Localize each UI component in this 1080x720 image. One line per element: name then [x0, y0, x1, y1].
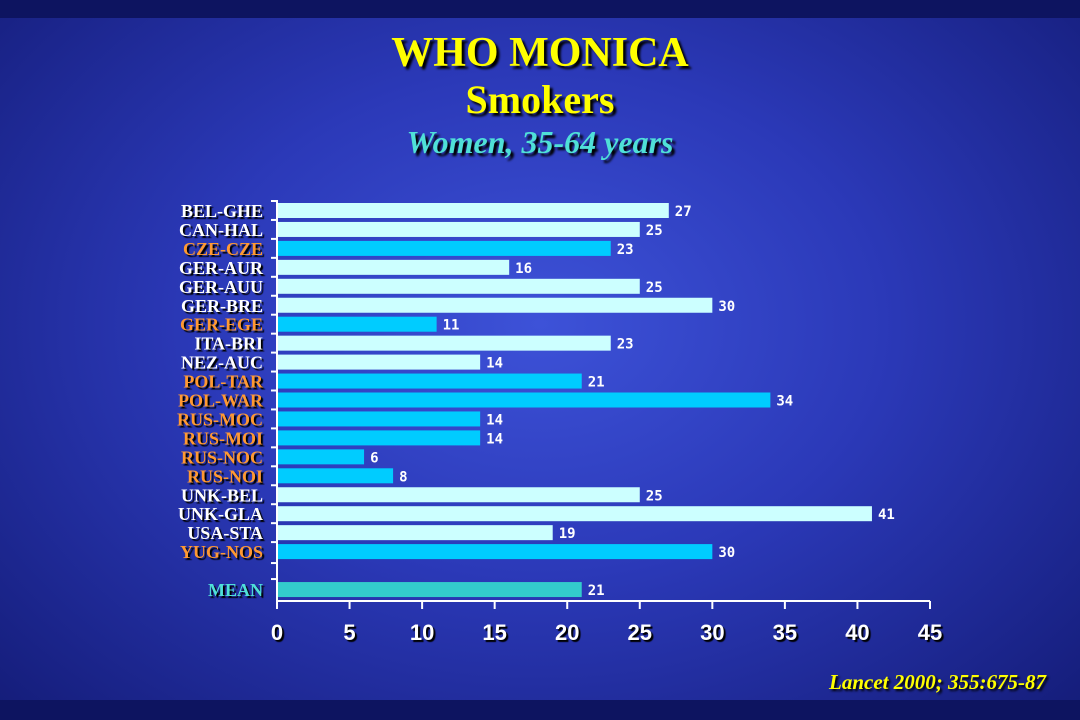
category-label: GER-BRE: [181, 296, 263, 316]
category-label: CZE-CZE: [183, 239, 263, 259]
category-label: GER-AUU: [179, 277, 263, 297]
bar-usa-sta: [278, 525, 553, 541]
category-label: POL-TAR: [183, 372, 264, 392]
bar-unk-gla: [278, 506, 872, 522]
data-label: 27: [675, 204, 692, 220]
bar-pol-tar: [278, 373, 582, 389]
bar-nez-auc: [278, 354, 481, 370]
data-label: 30: [718, 545, 735, 561]
x-tick-label: 5: [343, 620, 355, 645]
category-label: MEAN: [208, 580, 263, 600]
source-citation: Lancet 2000; 355:675-87: [829, 670, 1046, 694]
x-tick-label: 40: [845, 620, 869, 645]
data-label: 34: [776, 394, 793, 410]
category-label: YUG-NOS: [180, 542, 263, 562]
bar-cze-cze: [278, 240, 611, 256]
category-label: USA-STA: [187, 523, 263, 543]
category-label: GER-AUR: [179, 258, 264, 278]
category-label: UNK-GLA: [178, 504, 263, 524]
bar-rus-moc: [278, 411, 481, 427]
bar-rus-noi: [278, 468, 394, 484]
x-tick-label: 20: [555, 620, 579, 645]
bar-rus-noc: [278, 449, 365, 465]
bar-ger-bre: [278, 297, 713, 313]
chart-population: Women, 35-64 years: [406, 124, 674, 160]
data-label: 25: [646, 488, 663, 504]
data-label: 19: [559, 526, 576, 542]
bar-ger-aur: [278, 259, 510, 275]
data-label: 25: [646, 223, 663, 239]
data-label: 30: [718, 299, 735, 315]
category-label: ITA-BRI: [194, 334, 263, 354]
category-label: CAN-HAL: [179, 220, 263, 240]
category-label: RUS-MOC: [177, 409, 263, 429]
category-label: NEZ-AUC: [181, 353, 263, 373]
category-label: GER-EGE: [180, 315, 263, 335]
data-label: 14: [486, 356, 503, 372]
category-label: UNK-BEL: [181, 485, 263, 505]
chart-title: WHO MONICA: [391, 30, 689, 76]
data-label: 41: [878, 507, 895, 523]
category-label: RUS-MOI: [183, 428, 263, 448]
x-tick-label: 25: [628, 620, 652, 645]
category-label: RUS-NOC: [181, 447, 263, 467]
bar-ger-auu: [278, 278, 640, 294]
data-label: 23: [617, 242, 634, 258]
bar-pol-war: [278, 392, 771, 408]
bar-ger-ege: [278, 316, 437, 332]
data-label: 25: [646, 280, 663, 296]
x-tick-label: 30: [700, 620, 724, 645]
data-label: 8: [399, 469, 407, 485]
x-tick-label: 10: [410, 620, 434, 645]
bar-mean: [278, 582, 582, 598]
x-tick-label: 35: [773, 620, 797, 645]
category-label: POL-WAR: [178, 391, 264, 411]
chart-subtitle: Smokers: [465, 77, 615, 122]
data-label: 11: [443, 318, 460, 334]
data-label: 6: [370, 450, 378, 466]
data-label: 14: [486, 431, 503, 447]
x-tick-label: 45: [918, 620, 942, 645]
x-tick-label: 15: [482, 620, 506, 645]
x-tick-label: 0: [271, 620, 283, 645]
data-label: 21: [588, 583, 605, 599]
bar-yug-nos: [278, 544, 713, 560]
bottom-frame-band: [0, 700, 1080, 720]
bar-bel-ghe: [278, 203, 669, 218]
data-label: 14: [486, 412, 503, 428]
bar-unk-bel: [278, 487, 640, 503]
top-frame-band: [0, 0, 1080, 18]
title-block: WHO MONICA Smokers Women, 35-64 years: [0, 28, 1080, 162]
category-label: RUS-NOI: [187, 466, 263, 486]
data-label: 16: [515, 261, 532, 277]
data-label: 23: [617, 337, 634, 353]
category-label: BEL-GHE: [181, 201, 263, 221]
bar-can-hal: [278, 221, 640, 237]
bar-ita-bri: [278, 335, 611, 351]
bar-rus-moi: [278, 430, 481, 446]
data-label: 21: [588, 375, 605, 391]
